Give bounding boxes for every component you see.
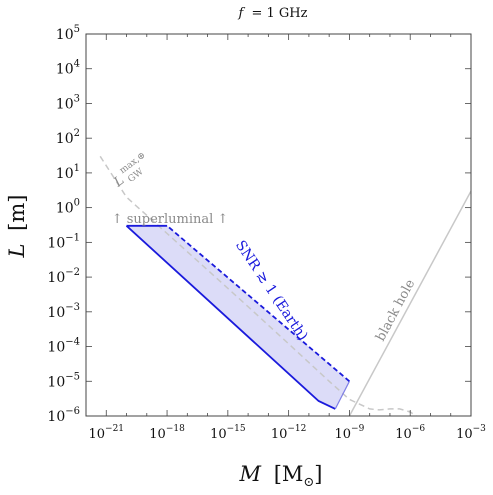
x-tick-label: 10−3 bbox=[456, 424, 486, 442]
plot-frame bbox=[85, 33, 472, 417]
title-value: = 1 GHz bbox=[251, 6, 307, 21]
gw-max-label: L GW max,⊕ bbox=[108, 150, 155, 194]
snr-right-edge bbox=[334, 381, 350, 410]
black-hole-label: black hole bbox=[373, 277, 418, 344]
x-axis-unit-sub: ⊙ bbox=[303, 475, 314, 490]
y-tick-label: 10−4 bbox=[47, 337, 80, 356]
x-tick-label: 10−12 bbox=[271, 424, 307, 442]
x-axis-var: M bbox=[238, 462, 261, 486]
y-tick-label: 102 bbox=[56, 128, 80, 147]
y-tick-label: 105 bbox=[56, 24, 80, 43]
y-tick-label: 10−1 bbox=[47, 232, 80, 251]
y-tick-label: 10−6 bbox=[47, 406, 80, 425]
x-tick-label: 10−18 bbox=[149, 424, 185, 442]
y-tick-label: 10−2 bbox=[47, 267, 80, 286]
x-axis-unit-close: ] bbox=[314, 462, 322, 486]
y-axis-var: L bbox=[5, 244, 29, 259]
x-tick-label: 10−6 bbox=[395, 424, 425, 442]
x-axis-label: M [M⊙] bbox=[238, 462, 322, 490]
y-tick-label: 100 bbox=[56, 198, 80, 217]
black-hole-line bbox=[348, 190, 471, 416]
x-tick-label: 10−21 bbox=[88, 424, 124, 442]
chart-title: f = 1 GHz bbox=[238, 6, 308, 21]
title-var: f bbox=[238, 6, 246, 21]
y-axis-label: L [m] bbox=[5, 195, 29, 259]
curves bbox=[99, 155, 471, 416]
snr-lower-edge bbox=[125, 225, 336, 410]
gw-max-curve bbox=[99, 155, 417, 416]
x-axis-unit: [M bbox=[274, 462, 304, 486]
ticks bbox=[85, 33, 472, 417]
y-tick-label: 104 bbox=[56, 59, 80, 78]
y-axis-unit: [m] bbox=[5, 195, 29, 231]
tick-labels: 10−21 10−18 10−15 10−12 10−9 10−6 10−3 105 104 10… bbox=[47, 24, 486, 442]
x-tick-label: 10−9 bbox=[335, 424, 365, 442]
snr-dashed-edge bbox=[166, 225, 350, 382]
x-tick-label: 10−15 bbox=[210, 424, 246, 442]
y-tick-label: 10−3 bbox=[47, 302, 80, 321]
y-tick-label: 10−5 bbox=[47, 371, 80, 390]
y-tick-label: 101 bbox=[56, 163, 80, 182]
superluminal-label: ↑ superluminal ↑ bbox=[112, 212, 229, 227]
y-tick-label: 103 bbox=[56, 93, 80, 112]
snr-region-fill bbox=[126, 225, 350, 409]
